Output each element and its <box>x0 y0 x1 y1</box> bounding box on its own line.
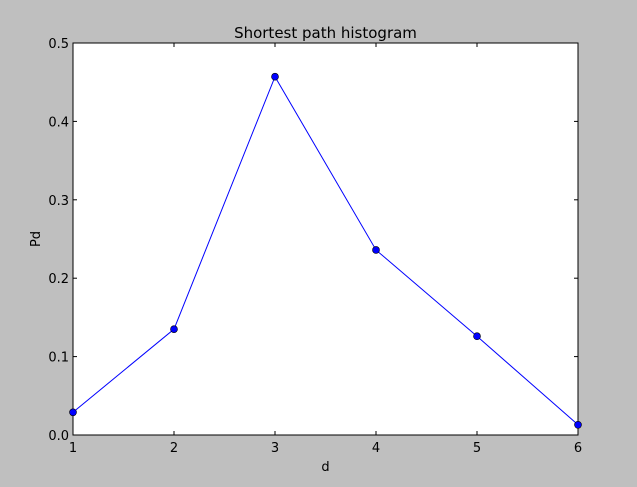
data-point <box>69 408 77 417</box>
chart-title: Shortest path histogram <box>234 24 417 42</box>
plot-area <box>72 42 579 436</box>
x-tick-label: 2 <box>170 441 178 456</box>
x-tick-label: 5 <box>473 441 481 456</box>
y-tick-label: 0.3 <box>48 194 69 209</box>
y-tick-label: 0.2 <box>48 272 69 287</box>
x-tick-label: 6 <box>574 441 582 456</box>
y-tick-label: 0.5 <box>48 37 69 52</box>
x-tick-label: 3 <box>271 441 279 456</box>
x-axis-label: d <box>321 460 329 475</box>
y-tick-label: 0.0 <box>48 429 69 444</box>
data-point <box>170 325 178 333</box>
y-tick-label: 0.1 <box>48 351 69 366</box>
data-point <box>271 72 279 81</box>
y-axis-label: Pd <box>29 231 44 247</box>
data-point <box>372 246 380 254</box>
data-series <box>69 72 582 429</box>
data-point <box>574 421 582 429</box>
data-point <box>473 332 481 341</box>
axis-ticks: 1 2 3 4 5 6 0.0 0.1 0.2 0.3 0.4 0.5 <box>48 37 582 456</box>
series-line <box>72 75 579 426</box>
y-tick-label: 0.4 <box>48 115 69 130</box>
x-tick-label: 4 <box>372 441 380 456</box>
x-tick-label: 1 <box>69 441 77 456</box>
